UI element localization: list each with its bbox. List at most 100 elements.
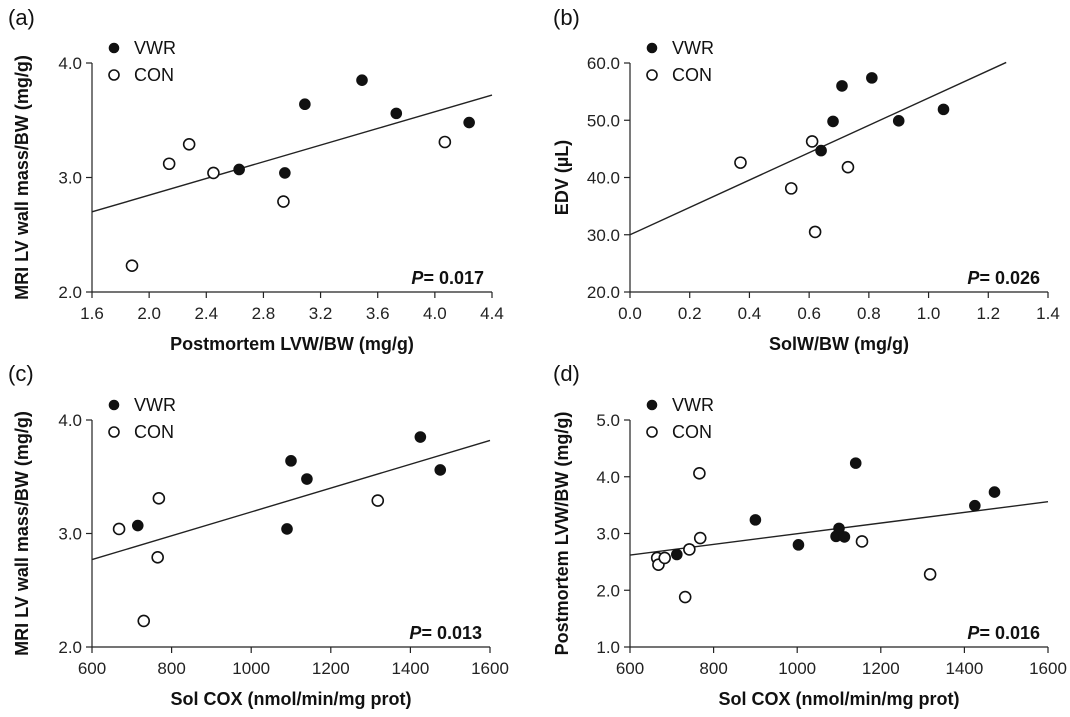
x-axis-label: Sol COX (nmol/min/mg prot) xyxy=(171,689,412,709)
data-point-vwr xyxy=(356,74,368,86)
p-value-annotation: P= 0.017 xyxy=(411,268,484,288)
legend-label-vwr: VWR xyxy=(134,38,176,58)
y-axis-label: EDV (µL) xyxy=(552,140,572,215)
data-point-vwr xyxy=(390,107,403,120)
data-point-con xyxy=(923,568,937,581)
data-point-vwr xyxy=(279,167,291,179)
panel-letter: (a) xyxy=(8,5,35,30)
data-point-con xyxy=(805,135,819,148)
y-tick-label: 3.0 xyxy=(596,525,620,544)
legend-marker-con xyxy=(646,426,658,438)
data-point-vwr xyxy=(131,519,144,532)
x-tick-label: 4.4 xyxy=(480,304,504,323)
y-axis-label: Postmortem LVW/BW (mg/g) xyxy=(552,412,572,656)
x-tick-label: 0.8 xyxy=(857,304,881,323)
y-tick-label: 2.0 xyxy=(58,638,82,657)
data-point-con xyxy=(841,160,855,174)
x-tick-label: 0.6 xyxy=(797,304,821,323)
data-point-con xyxy=(734,156,747,169)
x-tick-label: 2.4 xyxy=(194,304,218,323)
y-tick-label: 50.0 xyxy=(587,111,620,130)
data-point-vwr xyxy=(414,431,427,443)
x-tick-label: 0.2 xyxy=(678,304,702,323)
y-tick-label: 2.0 xyxy=(596,581,620,600)
p-value-annotation: P= 0.013 xyxy=(409,623,482,643)
legend-marker-con xyxy=(108,426,120,438)
data-point-con xyxy=(207,166,220,180)
data-point-vwr xyxy=(937,103,950,116)
p-value-symbol: P xyxy=(409,623,422,643)
data-point-con xyxy=(808,225,822,239)
data-point-con xyxy=(683,543,696,556)
data-point-vwr xyxy=(849,457,862,469)
x-tick-label: 600 xyxy=(616,659,644,678)
p-value-symbol: P xyxy=(411,268,424,288)
data-point-vwr xyxy=(749,514,762,526)
data-point-con xyxy=(438,135,452,149)
x-tick-label: 1600 xyxy=(1029,659,1067,678)
data-point-con xyxy=(371,494,385,507)
x-tick-label: 2.8 xyxy=(252,304,276,323)
data-point-vwr xyxy=(838,531,851,543)
data-point-vwr xyxy=(969,499,981,512)
y-axis-label: MRI LV wall mass/BW (mg/g) xyxy=(12,411,32,656)
data-point-con xyxy=(678,590,692,604)
regression-line xyxy=(91,94,493,213)
x-tick-label: 1000 xyxy=(232,659,270,678)
p-value-text: = 0.017 xyxy=(423,268,484,288)
y-tick-label: 4.0 xyxy=(596,468,620,487)
legend-label-vwr: VWR xyxy=(672,395,714,415)
data-point-vwr xyxy=(671,548,683,561)
data-point-vwr xyxy=(866,72,878,84)
legend-label-con: CON xyxy=(672,422,712,442)
p-value-text: = 0.026 xyxy=(979,268,1040,288)
y-axis-label: MRI LV wall mass/BW (mg/g) xyxy=(12,55,32,300)
panel-b: (b) 0.0 0.2 0.4 0.6 0.8 1.0 1.2 1.4 20.0 30.0 40.0 5… xyxy=(552,5,1060,354)
data-point-vwr xyxy=(827,115,839,128)
legend-marker-con xyxy=(646,69,658,81)
p-value-annotation: P= 0.026 xyxy=(967,268,1040,288)
x-tick-label: 3.6 xyxy=(366,304,390,323)
data-point-vwr xyxy=(233,163,245,176)
x-tick-label: 800 xyxy=(157,659,185,678)
data-point-con xyxy=(151,551,164,564)
y-tick-label: 60.0 xyxy=(587,54,620,73)
panel-d: (d) 600 800 1000 1200 1400 1600 1.0 2.0 3.0 4.0 5.0… xyxy=(552,361,1067,709)
data-point-vwr xyxy=(299,98,311,111)
legend-marker-vwr xyxy=(108,42,120,54)
legend-marker-vwr xyxy=(646,42,658,54)
x-tick-label: 2.0 xyxy=(137,304,161,323)
data-point-vwr xyxy=(815,144,827,157)
data-point-con xyxy=(855,535,869,548)
y-tick-label: 30.0 xyxy=(587,226,620,245)
data-point-vwr xyxy=(285,455,297,467)
p-value-text: = 0.016 xyxy=(979,623,1040,643)
legend-label-vwr: VWR xyxy=(672,38,714,58)
data-point-con xyxy=(693,531,707,545)
y-tick-label: 40.0 xyxy=(587,169,620,188)
x-tick-label: 0.0 xyxy=(618,304,642,323)
legend-marker-con xyxy=(108,69,120,81)
x-tick-label: 800 xyxy=(699,659,727,678)
x-tick-label: 1000 xyxy=(778,659,816,678)
legend-label-con: CON xyxy=(672,65,712,85)
x-tick-label: 3.2 xyxy=(309,304,333,323)
data-point-con xyxy=(152,492,166,505)
legend-label-vwr: VWR xyxy=(134,395,176,415)
p-value-annotation: P= 0.016 xyxy=(967,623,1040,643)
data-point-con xyxy=(182,137,196,151)
regression-line xyxy=(91,439,491,561)
data-point-con xyxy=(658,551,671,565)
data-point-con xyxy=(784,182,798,195)
x-tick-label: 4.0 xyxy=(423,304,447,323)
y-tick-label: 1.0 xyxy=(596,638,620,657)
p-value-symbol: P xyxy=(967,623,980,643)
p-value-symbol: P xyxy=(967,268,980,288)
x-axis-label: SolW/BW (mg/g) xyxy=(769,334,909,354)
p-value-text: = 0.013 xyxy=(421,623,482,643)
y-tick-label: 4.0 xyxy=(58,54,82,73)
data-point-vwr xyxy=(281,523,293,535)
data-point-con xyxy=(112,522,126,536)
data-point-vwr xyxy=(836,80,848,92)
